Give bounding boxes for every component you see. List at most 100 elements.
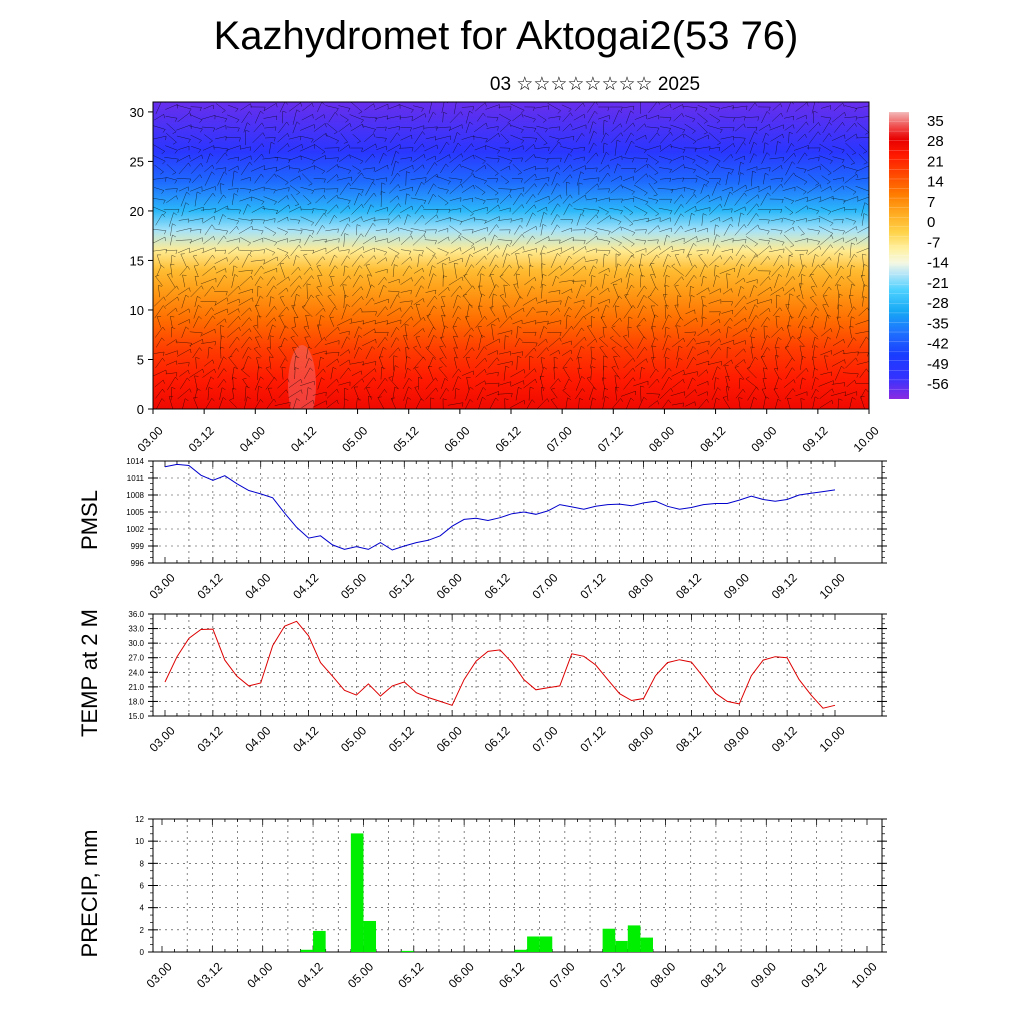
wind-barb xyxy=(635,239,647,245)
wind-barb xyxy=(363,192,377,206)
wind-barb xyxy=(586,376,596,390)
wind-barb xyxy=(797,152,808,164)
wind-barb xyxy=(670,145,686,154)
wind-barb xyxy=(849,396,856,409)
wind-barb xyxy=(438,228,449,233)
wind-barb xyxy=(165,176,178,184)
wind-barb xyxy=(786,398,792,409)
wind-barb xyxy=(413,267,424,274)
wind-barb xyxy=(856,383,869,388)
wind-barb xyxy=(387,144,401,152)
wind-barb xyxy=(452,326,459,338)
wind-barb xyxy=(639,253,646,268)
wind-barb xyxy=(351,172,364,185)
wind-barb xyxy=(846,153,856,165)
wind-barb xyxy=(734,306,747,318)
wind-barb xyxy=(165,249,178,255)
wind-barb xyxy=(400,305,414,318)
wind-barb xyxy=(175,239,192,244)
wind-barb xyxy=(734,365,745,380)
wind-barb xyxy=(637,317,647,327)
wind-barb xyxy=(399,300,413,305)
wind-barb xyxy=(231,274,239,288)
wind-barb xyxy=(832,349,845,356)
wind-barb xyxy=(500,133,510,144)
wind-barb xyxy=(472,227,488,233)
wind-barb xyxy=(216,274,228,288)
wind-barb xyxy=(663,234,671,246)
wind-barb xyxy=(633,157,649,163)
wind-barb xyxy=(833,185,845,193)
wind-barb xyxy=(689,285,695,297)
wind-barb xyxy=(402,265,412,277)
wind-barb xyxy=(265,173,277,184)
wind-barb xyxy=(290,285,302,298)
wind-barb xyxy=(770,177,783,182)
wind-barb xyxy=(812,367,819,379)
xtick-label: 07.12 xyxy=(577,723,608,754)
wind-barb xyxy=(497,361,513,366)
wind-barb xyxy=(586,214,599,225)
wind-barb xyxy=(367,274,372,288)
wind-barb xyxy=(378,152,387,164)
wind-barb xyxy=(227,156,239,162)
wind-barb xyxy=(598,336,609,347)
wind-barb xyxy=(410,197,427,205)
heatmap-xtick-label: 03.12 xyxy=(186,423,217,454)
wind-barb xyxy=(585,227,598,236)
wind-barb xyxy=(822,256,832,265)
wind-barb xyxy=(623,176,635,182)
wind-barb xyxy=(405,346,410,359)
wind-barb xyxy=(244,385,250,402)
wind-barb xyxy=(664,304,669,319)
wind-barb xyxy=(564,296,572,307)
wind-barb xyxy=(400,235,413,245)
wind-barb xyxy=(269,335,274,350)
wind-barb xyxy=(486,163,499,176)
wind-barb xyxy=(788,254,793,266)
wind-barb xyxy=(859,144,868,154)
wind-barb xyxy=(440,163,449,174)
wind-barb xyxy=(744,185,760,192)
wind-barb xyxy=(563,255,572,266)
wind-barb xyxy=(304,234,313,246)
wind-barb xyxy=(156,398,165,409)
wind-barb xyxy=(390,326,400,338)
wind-barb xyxy=(811,102,819,114)
wind-barb xyxy=(502,253,511,268)
wind-barb xyxy=(499,207,511,212)
wind-barb xyxy=(710,338,722,347)
wind-barb xyxy=(177,287,191,296)
wind-barb xyxy=(252,228,264,235)
wind-barb xyxy=(725,376,730,391)
wind-barb xyxy=(362,143,377,153)
wind-barb xyxy=(759,228,770,235)
wind-barb xyxy=(621,226,636,236)
wind-barb xyxy=(253,143,265,153)
wind-barb xyxy=(324,238,340,243)
wind-barb xyxy=(566,181,571,196)
wind-barb xyxy=(588,142,597,153)
wind-barb xyxy=(758,245,772,256)
wind-barb xyxy=(267,387,273,400)
wind-barb xyxy=(763,396,770,409)
wind-barb xyxy=(217,194,227,204)
wind-barb xyxy=(279,358,288,368)
wind-barb xyxy=(701,296,706,307)
wind-barb xyxy=(227,298,240,305)
wind-barb xyxy=(190,285,204,298)
wind-barb xyxy=(153,125,166,133)
wind-barb xyxy=(775,355,780,371)
wind-barb xyxy=(799,325,807,339)
wind-barb xyxy=(325,134,340,144)
wind-barb xyxy=(441,314,446,329)
wind-barb xyxy=(461,246,476,255)
wind-barb xyxy=(696,154,709,165)
wind-barb xyxy=(671,369,685,377)
wind-barb xyxy=(462,285,475,298)
wind-barb xyxy=(796,121,809,134)
wind-barb xyxy=(363,247,376,253)
wind-barb xyxy=(228,355,238,369)
wind-barb xyxy=(746,126,758,132)
wind-barb xyxy=(707,125,723,134)
